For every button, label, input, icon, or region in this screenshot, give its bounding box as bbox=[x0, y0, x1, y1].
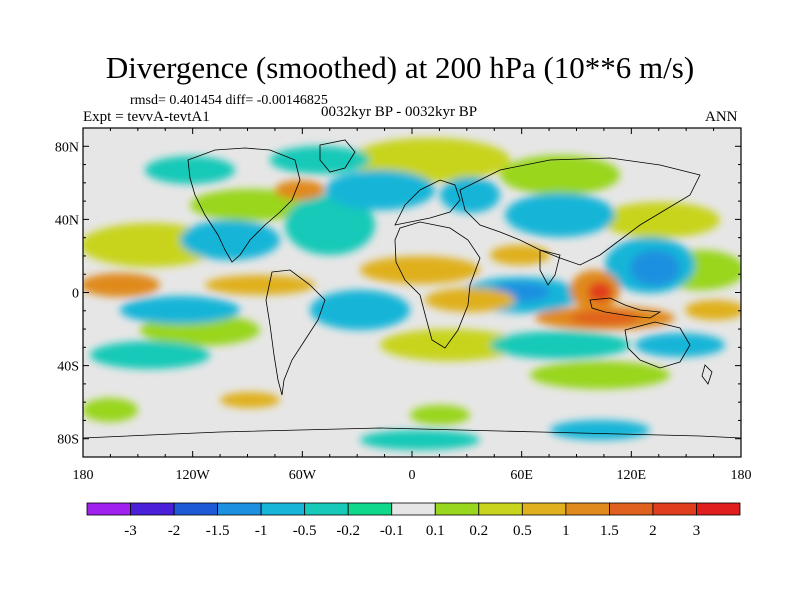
colorbar-label: 0.5 bbox=[513, 523, 532, 539]
field-blob bbox=[600, 202, 720, 238]
divergence-blobs bbox=[83, 138, 741, 450]
lat-label: 80S bbox=[57, 433, 79, 448]
colorbar-box bbox=[652, 502, 697, 516]
lon-label: 120W bbox=[176, 468, 211, 483]
field-blob bbox=[310, 290, 410, 330]
field-blob bbox=[685, 300, 741, 320]
colorbar-box bbox=[478, 502, 523, 516]
colorbar-label: 1.5 bbox=[600, 523, 619, 539]
colorbar-label: 3 bbox=[693, 523, 701, 539]
coast-antarctica bbox=[83, 427, 741, 439]
map-ticks bbox=[82, 127, 742, 458]
period-label: 0032kyr BP - 0032kyr BP bbox=[321, 104, 478, 120]
field-blob bbox=[380, 329, 520, 361]
lat-label: 0 bbox=[72, 287, 79, 302]
field-blob bbox=[360, 256, 480, 284]
field-blob bbox=[325, 170, 435, 210]
coast-australia bbox=[624, 321, 691, 369]
colorbar-box bbox=[347, 502, 393, 516]
field-blob bbox=[490, 245, 550, 265]
colorbar-box bbox=[521, 502, 567, 516]
coast-asia bbox=[459, 157, 701, 266]
colorbar bbox=[86, 502, 741, 516]
colorbar-box bbox=[609, 502, 654, 516]
coast-indonesia bbox=[589, 297, 662, 319]
colorbar-label: -1 bbox=[255, 523, 268, 539]
field-blob bbox=[490, 331, 630, 359]
field-blob bbox=[550, 420, 650, 440]
field-blob bbox=[440, 177, 500, 213]
field-blob bbox=[205, 275, 315, 295]
field-blob bbox=[145, 156, 235, 184]
field-blob bbox=[83, 398, 138, 422]
field-blob bbox=[83, 273, 160, 297]
map-title: Divergence (smoothed) at 200 hPa (10**6 … bbox=[105, 50, 695, 85]
colorbar-label: -0.2 bbox=[336, 523, 360, 539]
colorbar-label: -0.1 bbox=[380, 523, 404, 539]
latitude-labels: 80N 40N 0 40S 80S bbox=[55, 140, 79, 447]
lon-label: 60E bbox=[510, 468, 533, 483]
coast-india bbox=[539, 249, 561, 286]
colorbar-label: 0.1 bbox=[426, 523, 445, 539]
field-blob bbox=[570, 311, 640, 325]
coastlines bbox=[83, 139, 741, 439]
colorbar-label: -2 bbox=[168, 523, 181, 539]
lat-label: 80N bbox=[55, 140, 79, 155]
map-field bbox=[83, 128, 741, 457]
colorbar-box bbox=[173, 502, 218, 516]
colorbar-label: 2 bbox=[649, 523, 657, 539]
lat-label: 40S bbox=[57, 360, 79, 375]
field-blob bbox=[275, 180, 325, 200]
colorbar-label: 1 bbox=[562, 523, 570, 539]
field-blob bbox=[190, 189, 310, 221]
colorbar-label: -1.5 bbox=[206, 523, 230, 539]
colorbar-box bbox=[696, 502, 741, 516]
colorbar-box bbox=[86, 502, 131, 516]
field-blob bbox=[220, 392, 280, 408]
field-blob bbox=[635, 333, 725, 357]
season-label: ANN bbox=[705, 109, 738, 125]
colorbar-box bbox=[434, 502, 480, 516]
coast-new-zealand bbox=[701, 364, 713, 385]
colorbar-box bbox=[130, 502, 175, 516]
lon-label: 180 bbox=[731, 468, 752, 483]
colorbar-label: 0.2 bbox=[469, 523, 488, 539]
lon-label: 120E bbox=[617, 468, 647, 483]
colorbar-box bbox=[391, 502, 436, 516]
experiment-label: Expt = tevvA-tevtA1 bbox=[83, 109, 210, 125]
field-blob bbox=[425, 288, 515, 312]
field-blob bbox=[530, 361, 670, 389]
colorbar-label: -3 bbox=[124, 523, 137, 539]
lon-label: 180 bbox=[73, 468, 94, 483]
coast-europe bbox=[394, 179, 461, 226]
field-blob bbox=[120, 296, 240, 324]
field-blob bbox=[505, 193, 615, 237]
coast-south-america bbox=[265, 269, 326, 396]
longitude-labels: 180 120W 60W 0 60E 120E 180 bbox=[73, 468, 752, 483]
field-blob bbox=[180, 220, 280, 260]
field-blob bbox=[410, 405, 470, 425]
field-blob bbox=[500, 155, 620, 195]
coast-north-america bbox=[187, 147, 301, 263]
colorbar-box bbox=[304, 502, 349, 516]
coast-greenland bbox=[319, 139, 356, 173]
colorbar-box bbox=[260, 502, 306, 516]
field-blob bbox=[588, 282, 612, 302]
lon-label: 60W bbox=[289, 468, 317, 483]
colorbar-labels: -3 -2 -1.5 -1 -0.5 -0.2 -0.1 0.1 0.2 0.5 1 1.5 2 3 bbox=[124, 523, 700, 539]
coast-africa bbox=[394, 221, 481, 349]
field-blob bbox=[285, 195, 375, 255]
lon-label: 0 bbox=[409, 468, 416, 483]
stats-line: rmsd= 0.401454 diff= -0.00146825 bbox=[130, 93, 328, 108]
lat-label: 40N bbox=[55, 213, 79, 228]
colorbar-label: -0.5 bbox=[293, 523, 317, 539]
colorbar-box bbox=[565, 502, 610, 516]
field-blob bbox=[630, 250, 680, 286]
field-blob bbox=[90, 341, 210, 369]
colorbar-box bbox=[217, 502, 262, 516]
field-blob bbox=[360, 430, 480, 450]
